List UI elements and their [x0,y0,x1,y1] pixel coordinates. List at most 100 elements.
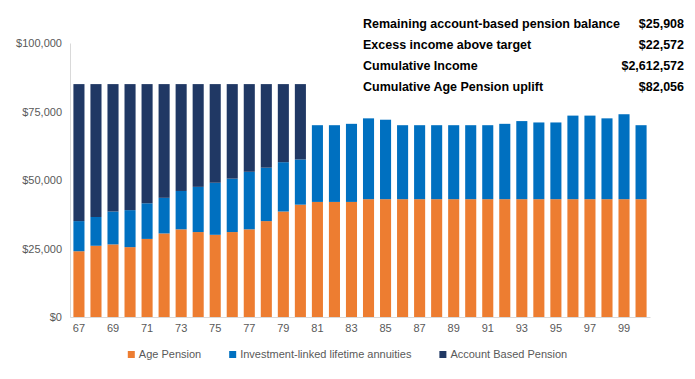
bar [636,199,647,317]
x-tick: 75 [209,317,221,334]
bar [125,84,136,210]
x-tick-label: 97 [584,322,596,334]
bar [618,199,629,317]
bar [107,212,118,245]
bar [176,191,187,229]
legend-item: Investment-linked lifetime annuities [229,348,412,360]
bar [90,246,101,317]
bar [533,199,544,317]
bar [550,199,561,317]
bar [380,120,391,199]
bar [244,229,255,317]
bar [142,239,153,317]
bar [261,84,272,168]
bar [363,118,374,199]
bar [636,125,647,126]
annotation-value: $2,612,572 [621,59,684,73]
bar [397,125,408,199]
bar [159,198,170,234]
bar [295,84,306,159]
bar [482,125,493,126]
bar [329,125,340,202]
bar [278,212,289,317]
bar [142,84,153,203]
bar [516,199,527,317]
bar [482,125,493,199]
x-tick: 93 [516,317,528,334]
x-tick-label: 75 [209,322,221,334]
bar [533,122,544,123]
chart: $0$25,000$50,000$75,000$100,000676971737… [0,0,695,379]
bar [465,125,476,199]
bar [295,205,306,317]
x-axis-line [71,317,651,318]
y-tick-label: $0 [50,311,62,323]
bar [193,84,204,187]
bar [584,115,595,116]
bar [431,125,442,126]
x-tick-label: 85 [379,322,391,334]
x-tick: 79 [277,317,289,334]
legend-item: Age Pension [128,348,201,360]
bar [73,84,84,221]
bar [550,122,561,123]
x-tick-label: 77 [243,322,255,334]
annotation-value: $22,572 [639,38,684,52]
bar [312,125,323,126]
x-tick: 89 [448,317,460,334]
bar [346,202,357,317]
bar [90,84,101,217]
x-tick-label: 81 [311,322,323,334]
bar [601,118,612,199]
bar [567,199,578,317]
x-tick-label: 89 [448,322,460,334]
bar [516,121,527,122]
bar [363,199,374,317]
bar [499,199,510,317]
x-tick: 69 [107,317,119,334]
bar [618,114,629,199]
x-tick: 81 [311,317,323,334]
bar [499,124,510,199]
bars [73,84,646,317]
bar [312,202,323,317]
bar [312,125,323,202]
bar [465,199,476,317]
annotation-label: Excess income above target [363,38,532,52]
bar [499,123,510,124]
x-tick-label: 79 [277,322,289,334]
legend: Age Pension Investment-linked lifetime an… [128,348,567,360]
x-tick-label: 93 [516,322,528,334]
bar [567,116,578,200]
bar [431,125,442,199]
bar [346,124,357,202]
bar [414,125,425,126]
bar [278,84,289,162]
x-tick: 95 [550,317,562,334]
bar [107,244,118,317]
x-tick: 91 [482,317,494,334]
bar [193,187,204,232]
x-tick-label: 67 [73,322,85,334]
bar [107,84,118,211]
bar [584,199,595,317]
bar [261,221,272,317]
x-tick: 85 [379,317,391,334]
bar [125,210,136,247]
x-axis: 6769717375777981838587899193959799 [71,317,651,334]
x-tick-label: 71 [141,322,153,334]
bar [584,116,595,200]
bar [295,159,306,204]
annotation-label: Cumulative Income [363,59,478,73]
bar [329,125,340,126]
bar [125,247,136,317]
legend-swatch [439,351,446,358]
bar [516,121,527,199]
annotation-value: $82,056 [639,80,684,94]
bar [73,221,84,251]
annotation-label: Cumulative Age Pension uplift [363,80,544,94]
bar [176,84,187,191]
x-tick: 97 [584,317,596,334]
legend-label: Age Pension [139,348,201,360]
x-tick: 99 [618,317,630,334]
